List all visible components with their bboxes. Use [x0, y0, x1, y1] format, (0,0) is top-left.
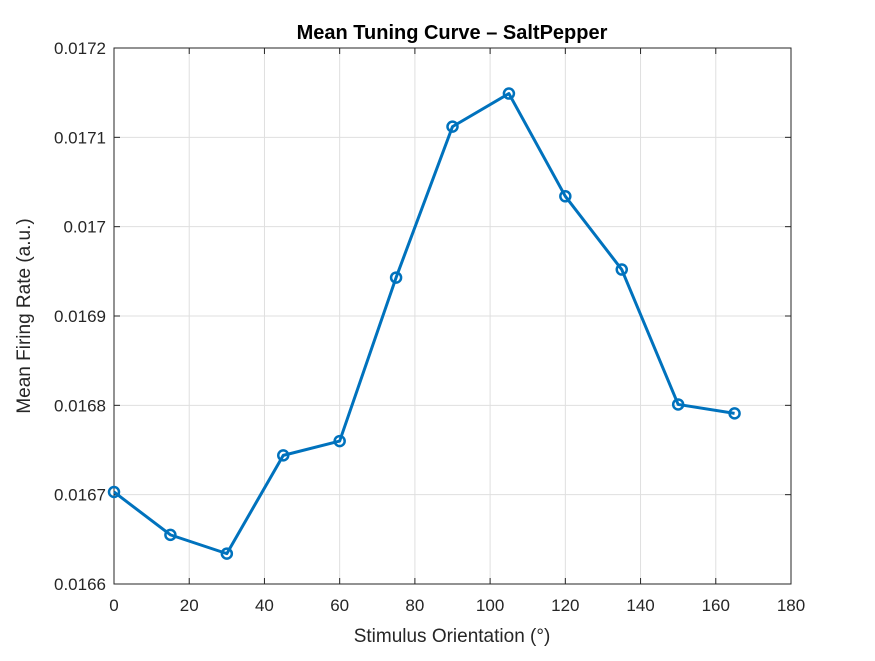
x-tick-label: 80: [405, 596, 424, 615]
x-tick-label: 140: [626, 596, 654, 615]
data-point-marker: [502, 87, 516, 100]
y-tick-label: 0.017: [63, 218, 106, 237]
x-tick-label: 20: [180, 596, 199, 615]
data-point-marker: [389, 271, 403, 284]
y-tick-label: 0.0169: [54, 307, 106, 326]
x-tick-label: 100: [476, 596, 504, 615]
x-axis-label: Stimulus Orientation (°): [354, 626, 551, 647]
y-tick-label: 0.0167: [54, 486, 106, 505]
data-point-marker: [277, 449, 290, 462]
x-tick-label: 40: [255, 596, 274, 615]
data-point-marker: [446, 120, 459, 133]
x-tick-label: 120: [551, 596, 579, 615]
data-point-marker: [559, 190, 572, 203]
x-axis-ticks: 0 20 40 60 80 100 120 140 160 180: [109, 48, 805, 615]
data-point-marker: [615, 263, 628, 276]
data-point-marker: [671, 398, 685, 411]
x-tick-label: 160: [702, 596, 730, 615]
x-tick-label: 60: [330, 596, 349, 615]
x-tick-label: 180: [777, 596, 805, 615]
y-axis-ticks: 0.0166 0.0167 0.0168 0.0169 0.017 0.0171 0.017…: [54, 39, 791, 594]
series-line: [113, 92, 735, 556]
data-point-marker: [107, 485, 121, 499]
y-tick-label: 0.0166: [54, 575, 106, 594]
y-tick-label: 0.0171: [54, 128, 106, 147]
data-point-marker: [333, 434, 346, 448]
data-point-marker: [164, 528, 177, 542]
data-point-marker: [728, 407, 741, 420]
x-tick-label: 0: [109, 596, 118, 615]
data-series: [107, 87, 741, 560]
y-axis-label: Mean Firing Rate (a.u.): [14, 218, 35, 413]
y-tick-label: 0.0172: [54, 39, 106, 58]
y-tick-label: 0.0168: [54, 396, 106, 415]
chart-title: Mean Tuning Curve – SaltPepper: [297, 22, 608, 44]
data-point-marker: [220, 547, 234, 560]
